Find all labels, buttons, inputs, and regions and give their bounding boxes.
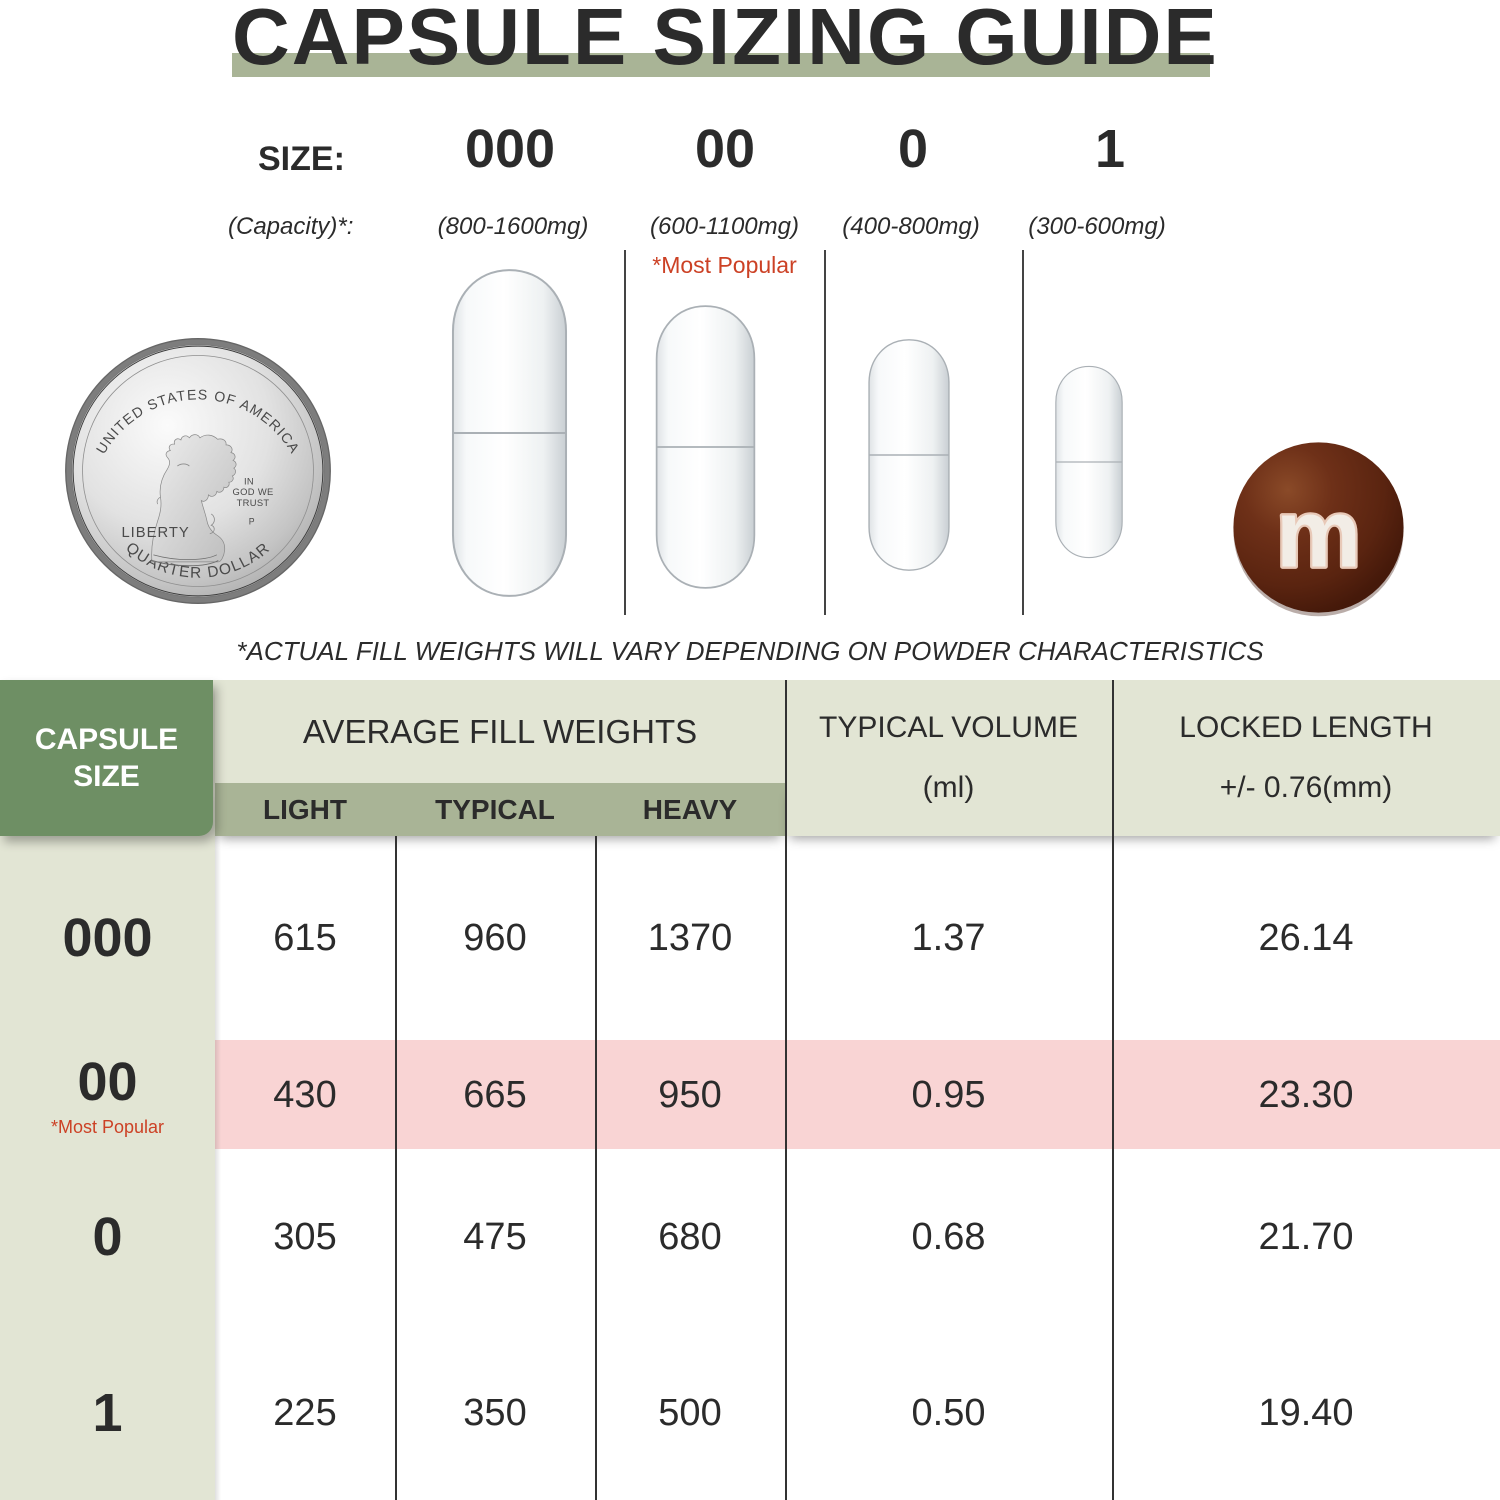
svg-text:IN: IN (244, 475, 254, 486)
svg-text:m: m (1276, 480, 1362, 587)
svg-text:P: P (249, 517, 255, 527)
svg-text:TRUST: TRUST (237, 497, 270, 508)
svg-text:GOD WE: GOD WE (233, 486, 274, 497)
svg-text:LIBERTY: LIBERTY (121, 525, 189, 541)
